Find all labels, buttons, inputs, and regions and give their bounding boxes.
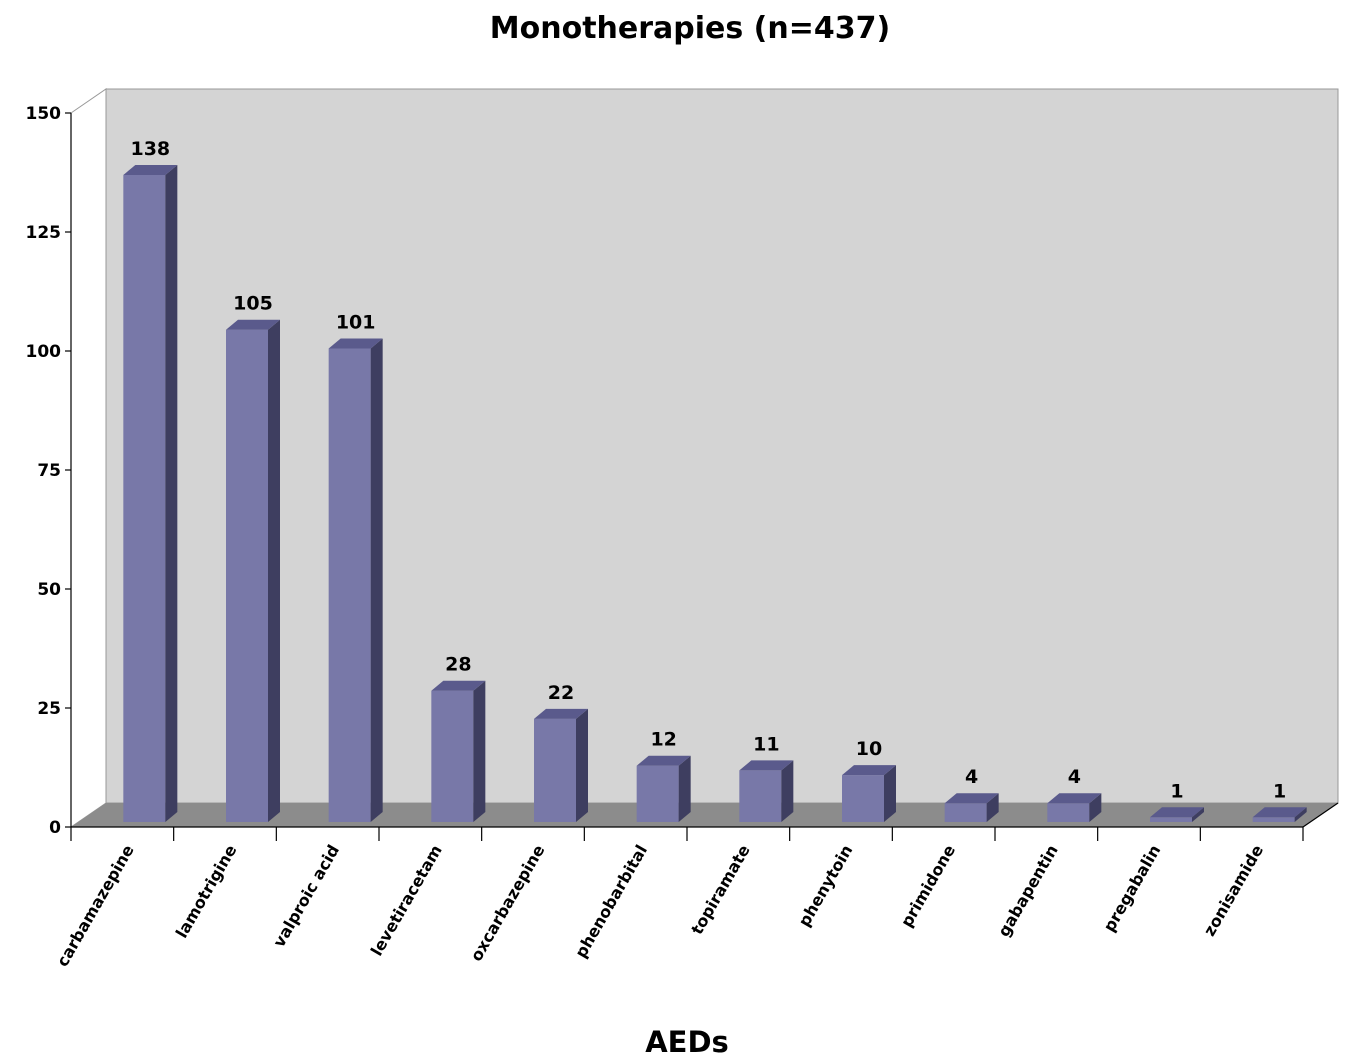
data-label: 105: [233, 293, 273, 315]
data-label: 28: [445, 654, 471, 676]
bar-top: [534, 708, 588, 719]
bar-phenytoin: 10: [842, 738, 896, 822]
bar-zonisamide: 1: [1252, 780, 1307, 822]
bar-top: [1150, 807, 1204, 818]
bar-top: [636, 755, 691, 766]
bar-side: [884, 765, 896, 822]
data-label: 12: [650, 729, 676, 751]
bar-front: [1150, 817, 1192, 822]
bar-side: [1089, 793, 1102, 822]
bar-front: [842, 775, 884, 822]
bar-side: [1192, 807, 1204, 822]
x-tick-label: lamotrigine: [172, 841, 241, 941]
bar-phenobarbital: 12: [636, 729, 691, 822]
bar-oxcarbazepine: 22: [534, 682, 588, 822]
y-axis: 0 25 50 75 100 125 150: [26, 104, 72, 838]
bar-primidone: 4: [944, 766, 999, 822]
bar-front: [1047, 803, 1090, 822]
bar-front: [534, 718, 576, 822]
data-label: 1: [1170, 780, 1183, 802]
x-tick-label: primidone: [897, 841, 959, 930]
data-label: 22: [548, 682, 574, 704]
y-tick-label: 150: [26, 104, 62, 124]
bar-top: [328, 338, 383, 349]
bar-top: [739, 760, 794, 771]
x-tick-label: zonisamide: [1200, 841, 1268, 939]
chart-title: Monotherapies (n=437): [490, 11, 890, 46]
data-label: 11: [753, 733, 779, 755]
bar-front: [226, 329, 268, 822]
data-label: 101: [336, 311, 376, 333]
data-label: 138: [130, 138, 170, 160]
bar-front: [328, 348, 371, 822]
bar-top: [431, 680, 486, 691]
x-tick-label: gabapentin: [994, 842, 1062, 940]
bar-top: [226, 319, 280, 330]
x-tick-label: carbamazepine: [53, 841, 138, 969]
bar-top: [842, 765, 896, 776]
bar-side: [678, 755, 691, 822]
bar-side: [268, 319, 280, 822]
left-wall: [70, 88, 107, 828]
data-label: 4: [1068, 766, 1081, 788]
y-tick-label: 50: [37, 580, 61, 600]
x-axis: carbamazepine lamotrigine valproic acid lev…: [53, 802, 1339, 970]
x-tick-label: valproic acid: [269, 842, 343, 951]
bar-top: [944, 793, 999, 804]
bar-side: [986, 793, 999, 822]
bar-gabapentin: 4: [1047, 766, 1102, 822]
bar-front: [739, 770, 782, 822]
x-tick-label: topiramate: [687, 841, 754, 937]
bar-topiramate: 11: [739, 733, 794, 822]
x-tick-label: pregabalin: [1099, 842, 1164, 936]
y-tick-label: 125: [26, 223, 62, 243]
y-tick-label: 75: [37, 461, 61, 481]
bar-front: [1252, 817, 1295, 822]
bar-side: [781, 760, 794, 822]
bar-front: [431, 690, 474, 822]
y-tick-label: 100: [26, 342, 62, 362]
bar-side: [473, 680, 486, 822]
x-axis-label: AEDs: [645, 1025, 729, 1057]
bar-side: [1294, 807, 1307, 822]
bar-front: [636, 765, 679, 822]
x-tick-label: oxcarbazepine: [466, 841, 548, 964]
bar-side: [165, 164, 178, 822]
bar-top: [123, 164, 178, 175]
bar-front: [944, 803, 987, 822]
bar-top: [1047, 793, 1102, 804]
bar-valproic-acid: 101: [328, 311, 383, 822]
bar-front: [123, 174, 166, 822]
bar-carbamazepine: 138: [123, 138, 178, 822]
data-label: 1: [1273, 780, 1286, 802]
back-wall: [105, 88, 1339, 804]
x-axis-floor-edge: [1302, 802, 1339, 828]
x-tick-label: phenobarbital: [571, 842, 651, 962]
bar-side: [370, 338, 383, 822]
bar-lamotrigine: 105: [226, 293, 280, 822]
y-tick-label: 0: [49, 818, 61, 838]
x-tick-label: phenytoin: [794, 842, 856, 930]
x-tick-label: levetiracetam: [367, 842, 446, 960]
bar-top: [1252, 807, 1307, 818]
y-tick-label: 25: [37, 699, 61, 719]
data-label: 10: [856, 738, 882, 760]
floor: [71, 803, 1338, 827]
data-label: 4: [965, 766, 978, 788]
bar-pregabalin: 1: [1150, 780, 1204, 822]
bar-levetiracetam: 28: [431, 654, 486, 822]
bar-side: [576, 708, 588, 822]
